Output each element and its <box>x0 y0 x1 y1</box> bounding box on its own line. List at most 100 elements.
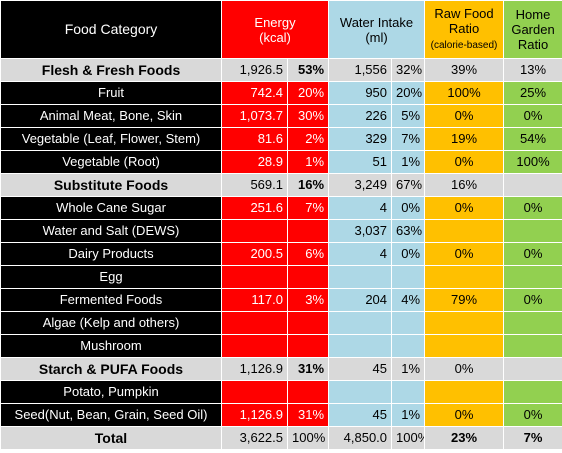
header-water-label: Water Intake <box>339 14 414 30</box>
cell-water-pct <box>391 311 426 335</box>
cell-raw-ratio: 16% <box>424 173 505 197</box>
cell-raw-ratio: 0% <box>424 357 505 381</box>
cell-food-category: Whole Cane Sugar <box>0 196 222 220</box>
header-home-label-2: Garden <box>511 22 555 37</box>
cell-water-pct <box>391 380 426 404</box>
header-home-label-3: Ratio <box>517 37 549 52</box>
cell-water: 226 <box>328 104 393 128</box>
cell-energy-pct <box>286 219 330 243</box>
cell-home-ratio: 7% <box>503 426 562 450</box>
cell-water-pct: 32% <box>391 58 426 82</box>
table-row: Fruit 742.4 20% 950 20% 100% 25% <box>0 81 562 105</box>
cell-water-pct: 0% <box>391 242 426 266</box>
section-row: Flesh & Fresh Foods 1,926.5 53% 1,556 32% 39%… <box>0 58 562 82</box>
cell-energy-pct <box>286 380 330 404</box>
cell-raw-ratio: 0% <box>424 196 505 220</box>
cell-energy <box>221 219 288 243</box>
cell-water-pct: 7% <box>391 127 426 151</box>
cell-water-pct: 0% <box>391 196 426 220</box>
cell-home-ratio: 0% <box>503 403 562 427</box>
cell-water-pct: 1% <box>391 403 426 427</box>
cell-water: 3,249 <box>328 173 393 197</box>
cell-food-category: Fruit <box>0 81 222 105</box>
cell-water <box>328 380 393 404</box>
cell-energy: 81.6 <box>221 127 288 151</box>
cell-home-ratio <box>503 265 562 289</box>
cell-water-pct: 5% <box>391 104 426 128</box>
cell-home-ratio: 0% <box>503 196 562 220</box>
cell-food-category: Total <box>0 426 222 450</box>
cell-raw-ratio: 0% <box>424 403 505 427</box>
cell-water-pct: 20% <box>391 81 426 105</box>
cell-home-ratio <box>503 173 562 197</box>
table-row: Potato, Pumpkin <box>0 380 562 404</box>
cell-food-category: Substitute Foods <box>0 173 222 197</box>
cell-water-pct: 67% <box>391 173 426 197</box>
cell-energy: 117.0 <box>221 288 288 312</box>
cell-raw-ratio: 19% <box>424 127 505 151</box>
cell-energy-pct: 16% <box>286 173 330 197</box>
cell-energy-pct: 100% <box>286 426 330 450</box>
table-row: Mushroom <box>0 334 562 358</box>
cell-energy: 28.9 <box>221 150 288 174</box>
cell-energy <box>221 334 288 358</box>
cell-water <box>328 311 393 335</box>
section-row: Substitute Foods 569.1 16% 3,249 67% 16% <box>0 173 562 197</box>
cell-water: 204 <box>328 288 393 312</box>
cell-water: 3,037 <box>328 219 393 243</box>
cell-home-ratio: 54% <box>503 127 562 151</box>
cell-raw-ratio: 39% <box>424 58 505 82</box>
cell-water-pct <box>391 265 426 289</box>
cell-food-category: Seed(Nut, Bean, Grain, Seed Oil) <box>0 403 222 427</box>
header-raw-label-2: Ratio <box>448 21 480 36</box>
cell-home-ratio <box>503 380 562 404</box>
header-raw-food-ratio: Raw Food Ratio (calorie-based) <box>424 0 505 59</box>
cell-home-ratio: 13% <box>503 58 562 82</box>
header-raw-label-1: Raw Food <box>434 6 494 21</box>
cell-energy-pct: 53% <box>286 58 330 82</box>
header-water-unit: (ml) <box>365 29 388 45</box>
table-row: Dairy Products 200.5 6% 4 0% 0% 0% <box>0 242 562 266</box>
cell-home-ratio <box>503 311 562 335</box>
cell-energy-pct: 2% <box>286 127 330 151</box>
cell-raw-ratio: 23% <box>424 426 505 450</box>
cell-energy-pct <box>286 311 330 335</box>
cell-energy <box>221 311 288 335</box>
table-row: Seed(Nut, Bean, Grain, Seed Oil) 1,126.9 3… <box>0 403 562 427</box>
cell-home-ratio <box>503 219 562 243</box>
cell-water-pct <box>391 334 426 358</box>
cell-water: 45 <box>328 357 393 381</box>
cell-raw-ratio: 0% <box>424 242 505 266</box>
cell-raw-ratio: 79% <box>424 288 505 312</box>
cell-water-pct: 4% <box>391 288 426 312</box>
cell-water-pct: 63% <box>391 219 426 243</box>
cell-energy: 1,126.9 <box>221 357 288 381</box>
cell-energy: 569.1 <box>221 173 288 197</box>
header-energy-unit: (kcal) <box>259 29 291 45</box>
cell-energy-pct: 6% <box>286 242 330 266</box>
cell-water: 329 <box>328 127 393 151</box>
cell-water <box>328 265 393 289</box>
cell-water: 45 <box>328 403 393 427</box>
cell-raw-ratio: 0% <box>424 104 505 128</box>
table-row: Animal Meat, Bone, Skin 1,073.7 30% 226 5% 0%… <box>0 104 562 128</box>
cell-energy-pct: 31% <box>286 357 330 381</box>
cell-energy-pct: 3% <box>286 288 330 312</box>
cell-home-ratio: 100% <box>503 150 562 174</box>
cell-food-category: Flesh & Fresh Foods <box>0 58 222 82</box>
table-row: Egg <box>0 265 562 289</box>
cell-home-ratio: 0% <box>503 288 562 312</box>
table-row: Vegetable (Leaf, Flower, Stem) 81.6 2% 329 7… <box>0 127 562 151</box>
section-row: Starch & PUFA Foods 1,126.9 31% 45 1% 0% <box>0 357 562 381</box>
table-row: Water and Salt (DEWS) 3,037 63% <box>0 219 562 243</box>
cell-food-category: Vegetable (Root) <box>0 150 222 174</box>
cell-food-category: Algae (Kelp and others) <box>0 311 222 335</box>
cell-raw-ratio <box>424 311 505 335</box>
cell-water: 4,850.0 <box>328 426 393 450</box>
table-body: Flesh & Fresh Foods 1,926.5 53% 1,556 32% 39%… <box>0 58 562 450</box>
cell-energy-pct: 20% <box>286 81 330 105</box>
cell-home-ratio: 0% <box>503 242 562 266</box>
cell-water: 4 <box>328 242 393 266</box>
cell-food-category: Egg <box>0 265 222 289</box>
